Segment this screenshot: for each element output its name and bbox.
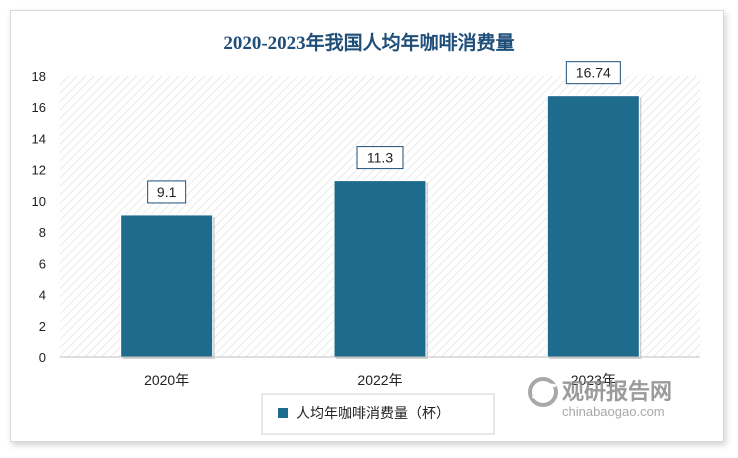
y-tick-label: 18: [32, 69, 46, 84]
y-tick-label: 2: [39, 319, 46, 334]
y-tick-label: 4: [39, 288, 46, 303]
y-tick-label: 0: [39, 350, 46, 365]
legend-swatch: [278, 408, 288, 418]
watermark: 观研报告网 chinabaogao.com: [528, 377, 672, 419]
data-labels: 9.1 11.3 16.74: [147, 61, 621, 204]
bars: [120, 95, 642, 360]
y-tick-label: 16: [32, 100, 46, 115]
watermark-brand: 观研报告网: [562, 379, 672, 404]
data-label: 16.74: [576, 65, 611, 81]
y-tick-label: 12: [32, 163, 46, 178]
x-tick-label: 2023年: [571, 372, 616, 388]
bar: [333, 180, 427, 358]
y-tick-label: 6: [39, 256, 46, 271]
data-label: 9.1: [157, 184, 177, 200]
legend: 人均年咖啡消费量（杯）: [261, 393, 495, 435]
y-tick-label: 8: [39, 225, 46, 240]
watermark-url: chinabaogao.com: [562, 404, 665, 419]
data-label-box: [565, 61, 621, 85]
data-label: 11.3: [367, 150, 393, 166]
y-tick-label: 14: [32, 131, 46, 146]
y-axis-ticks: 0 2 4 6 8 10 12 14 16 18: [32, 69, 46, 365]
data-label-box: [356, 146, 404, 170]
data-label-box: [147, 180, 187, 204]
bar: [120, 214, 214, 358]
chart-title: 2020-2023年我国人均年咖啡消费量: [223, 31, 514, 54]
y-tick-label: 10: [32, 194, 46, 209]
x-axis-categories: 2020年 2022年 2023年: [144, 372, 616, 388]
watermark-logo-icon: [528, 377, 558, 407]
x-tick-label: 2020年: [144, 372, 189, 388]
x-tick-label: 2022年: [357, 372, 402, 388]
bar: [546, 95, 640, 358]
legend-entry: 人均年咖啡消费量（杯）: [296, 405, 450, 421]
